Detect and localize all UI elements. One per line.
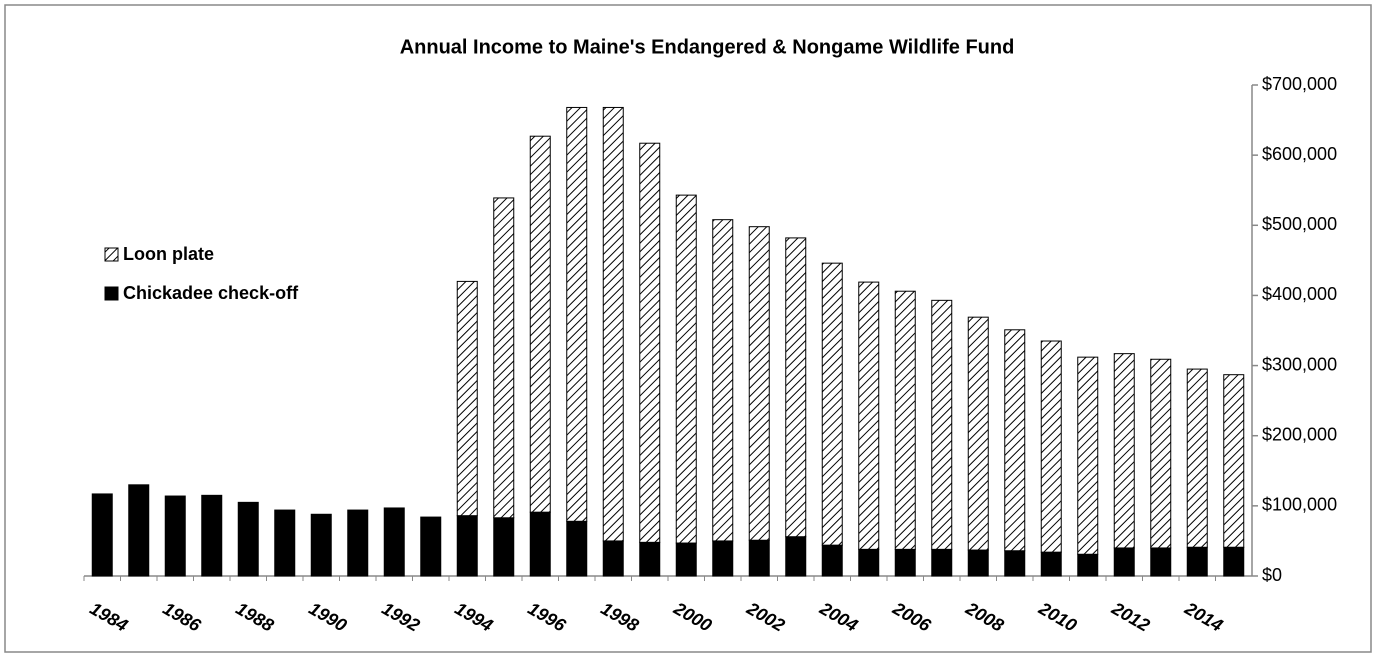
chart-title: Annual Income to Maine's Endangered & No… bbox=[400, 36, 1015, 58]
bar-segment bbox=[1113, 353, 1135, 549]
bar-segment bbox=[1150, 547, 1172, 577]
bar-segment bbox=[712, 540, 734, 577]
bar-segment bbox=[785, 536, 807, 577]
bar-segment bbox=[967, 316, 989, 551]
bar-segment bbox=[1223, 374, 1245, 548]
bar-segment bbox=[1186, 546, 1208, 577]
bar-segment bbox=[894, 290, 916, 550]
y-tick-label: $700,000 bbox=[1262, 74, 1337, 94]
y-tick-label: $400,000 bbox=[1262, 284, 1337, 304]
bar-segment bbox=[383, 507, 405, 577]
bar-segment bbox=[712, 219, 734, 542]
bar-segment bbox=[310, 513, 332, 577]
bar-segment bbox=[456, 280, 478, 517]
bar-segment bbox=[858, 548, 880, 577]
y-tick-label: $500,000 bbox=[1262, 214, 1337, 234]
legend-swatch bbox=[104, 286, 119, 301]
legend-label: Loon plate bbox=[123, 244, 214, 264]
y-tick-label: $100,000 bbox=[1262, 495, 1337, 515]
bar-segment bbox=[1004, 550, 1026, 577]
bar-segment bbox=[1077, 553, 1099, 577]
bar-segment bbox=[785, 237, 807, 538]
bar-segment bbox=[748, 539, 770, 577]
bar-segment bbox=[1040, 340, 1062, 553]
bar-segment bbox=[1077, 356, 1099, 555]
bar-segment bbox=[1113, 547, 1135, 577]
bar-segment bbox=[420, 516, 442, 577]
legend-swatch bbox=[104, 247, 119, 262]
bar-segment bbox=[347, 509, 369, 577]
y-tick-label: $200,000 bbox=[1262, 424, 1337, 444]
bar-segment bbox=[894, 548, 916, 577]
bar-segment bbox=[1150, 358, 1172, 549]
bar-segment bbox=[675, 194, 697, 544]
bar-segment bbox=[967, 549, 989, 577]
bar-segment bbox=[566, 520, 588, 577]
bar-segment bbox=[602, 540, 624, 577]
bar-segment bbox=[1186, 368, 1208, 548]
y-tick-label: $600,000 bbox=[1262, 144, 1337, 164]
bar-segment bbox=[1040, 551, 1062, 577]
bar-segment bbox=[529, 135, 551, 513]
y-tick-label: $300,000 bbox=[1262, 354, 1337, 374]
bar-segment bbox=[91, 493, 113, 577]
bar-segment bbox=[274, 509, 296, 577]
bar-segment bbox=[493, 197, 515, 519]
bar-segment bbox=[639, 541, 661, 577]
y-tick-label: $0 bbox=[1262, 565, 1282, 585]
bar-segment bbox=[639, 142, 661, 543]
bar-segment bbox=[566, 106, 588, 522]
bar-segment bbox=[1004, 329, 1026, 552]
bar-segment bbox=[931, 299, 953, 550]
bar-segment bbox=[675, 542, 697, 577]
bar-segment bbox=[602, 106, 624, 542]
bar-segment bbox=[128, 484, 150, 577]
bar-segment bbox=[821, 544, 843, 577]
bar-segment bbox=[931, 548, 953, 577]
bar-segment bbox=[493, 517, 515, 577]
bar-segment bbox=[237, 501, 259, 577]
bar-segment bbox=[456, 515, 478, 577]
bar-segment bbox=[858, 281, 880, 550]
bar-segment bbox=[821, 262, 843, 546]
bar-segment bbox=[748, 226, 770, 541]
bar-segment bbox=[201, 494, 223, 577]
legend-label: Chickadee check-off bbox=[123, 283, 299, 303]
bar-segment bbox=[1223, 546, 1245, 577]
bar-segment bbox=[164, 495, 186, 577]
bar-segment bbox=[529, 511, 551, 577]
